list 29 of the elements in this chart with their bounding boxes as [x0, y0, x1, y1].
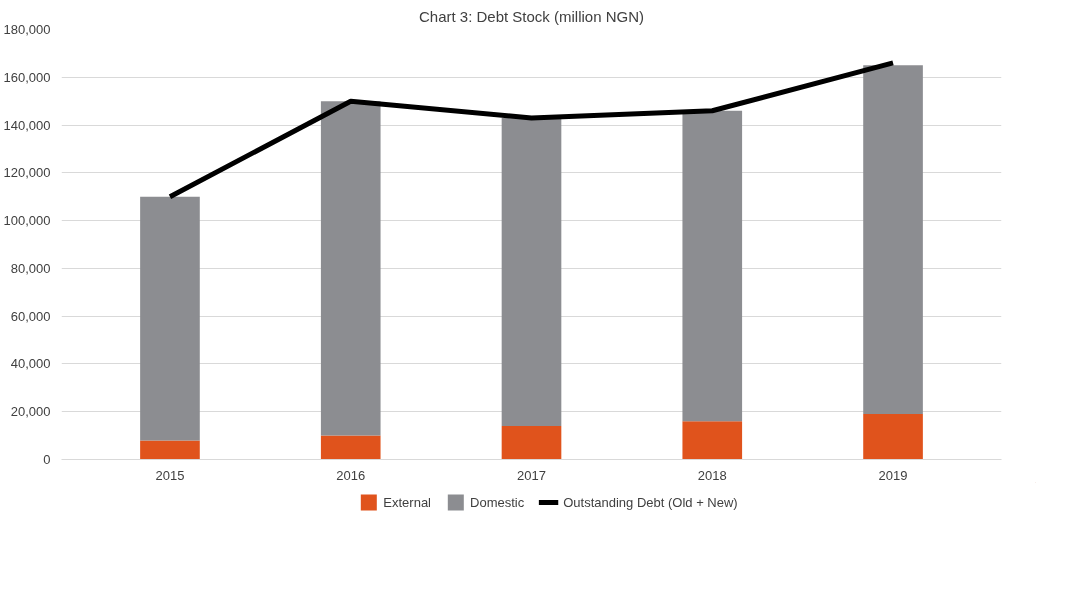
legend-label: Outstanding Debt (Old + New)	[563, 494, 738, 510]
bar	[501, 426, 562, 460]
bar	[501, 117, 562, 427]
y-tick-label: 40,000	[10, 356, 51, 372]
x-tick-label: 2017	[517, 467, 546, 483]
y-tick-label: 80,000	[10, 260, 51, 276]
y-tick-label: 100,000	[3, 213, 51, 229]
y-tick-label: 0	[43, 452, 51, 467]
bar	[140, 440, 200, 460]
bar	[320, 101, 381, 436]
x-tick-label: 2019	[878, 467, 908, 483]
x-tick-label: 2018	[697, 467, 727, 483]
bar	[863, 414, 923, 460]
legend-label: Domestic	[470, 494, 525, 510]
y-tick-label: 20,000	[10, 404, 51, 420]
legend-label: External	[383, 494, 432, 510]
y-tick-label: 180,000	[3, 22, 51, 37]
y-tick-label: 60,000	[10, 308, 51, 324]
bar	[682, 421, 743, 460]
y-tick-label: 120,000	[3, 165, 51, 181]
chart-title: Chart 3: Debt Stock (million NGN)	[418, 7, 645, 25]
x-tick-label: 2016	[336, 467, 366, 483]
x-tick-label: 2015	[155, 467, 185, 483]
bar	[320, 435, 381, 460]
y-tick-label: 140,000	[3, 117, 51, 133]
bar	[140, 196, 200, 441]
y-tick-label: 160,000	[3, 69, 51, 85]
bar	[863, 65, 923, 415]
bar	[682, 110, 743, 422]
